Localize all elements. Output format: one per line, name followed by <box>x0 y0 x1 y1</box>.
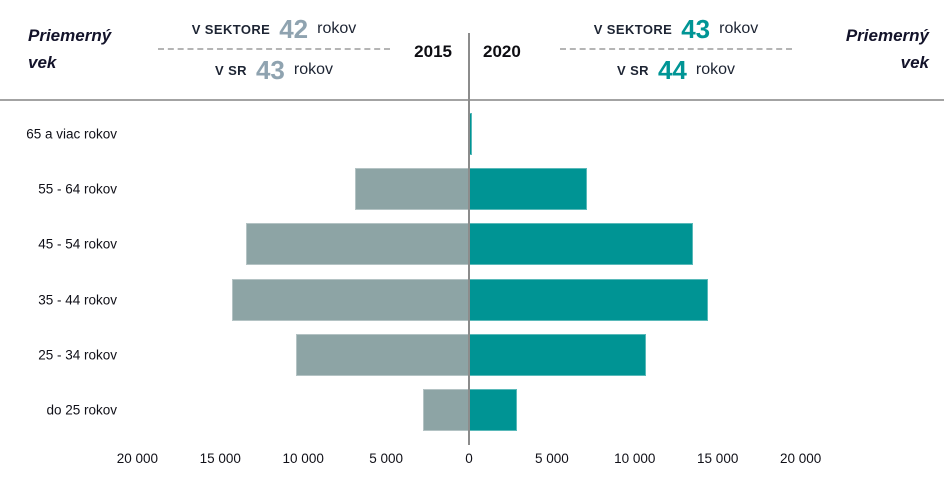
x-axis-tick-label: 5 000 <box>534 451 569 466</box>
bar-2020-0 <box>469 113 473 155</box>
average-age-title-right: Priemerný vek <box>846 22 929 76</box>
average-age-title-left: Priemerný vek <box>28 22 111 76</box>
x-axis-tick-label: 5 000 <box>369 451 403 466</box>
sector-unit-2020: rokov <box>719 20 759 37</box>
x-axis-tick-label: 0 <box>465 451 473 466</box>
header-divider-line <box>0 99 944 101</box>
stat-row-sector-2015: V SEKTORE 42 rokov <box>158 12 390 46</box>
bar-2020-3 <box>469 278 708 321</box>
sr-label-2020: V SR <box>617 62 649 78</box>
stats-2020: V SEKTORE 43 rokov V SR 44 rokov <box>560 12 792 87</box>
bar-2015-3 <box>231 278 469 321</box>
bar-2020-2 <box>469 223 693 266</box>
bar-2020-1 <box>469 168 587 211</box>
title-line: Priemerný <box>845 26 929 45</box>
x-axis-tick-label: 20 000 <box>779 451 822 466</box>
sector-label-2020: V SEKTORE <box>593 21 673 37</box>
bar-2015-1 <box>354 168 469 211</box>
stat-row-sr-2015: V SR 43 rokov <box>158 53 390 87</box>
year-label-2015: 2015 <box>414 42 452 61</box>
bar-2015-2 <box>245 223 469 266</box>
sector-unit-2015: rokov <box>317 20 357 37</box>
y-axis-category-label: 45 - 54 rokov <box>38 236 117 252</box>
x-axis-tick-label: 10 000 <box>282 451 324 466</box>
bar-2020-4 <box>469 333 647 376</box>
title-line: vek <box>900 53 929 73</box>
y-axis-category-label: 55 - 64 rokov <box>38 181 117 197</box>
sr-unit-2020: rokov <box>695 61 735 78</box>
sr-value-2020: 44 <box>657 55 687 85</box>
stat-row-sector-2020: V SEKTORE 43 rokov <box>560 12 792 46</box>
bar-2015-4 <box>295 333 469 376</box>
sector-value-2015: 42 <box>279 14 309 44</box>
sr-value-2015: 43 <box>255 55 285 85</box>
sr-label-2015: V SR <box>215 62 247 78</box>
x-axis-tick-label: 10 000 <box>614 451 656 466</box>
y-axis-category-label: 25 - 34 rokov <box>38 347 117 363</box>
y-axis-category-label: do 25 rokov <box>46 402 117 418</box>
bar-2015-5 <box>422 389 469 431</box>
stats-2015: V SEKTORE 42 rokov V SR 43 rokov <box>158 12 390 87</box>
bar-2020-5 <box>469 389 518 431</box>
sector-value-2020: 43 <box>681 14 711 44</box>
x-axis-tick-label: 15 000 <box>199 451 241 466</box>
dashed-divider-left <box>158 48 390 50</box>
year-label-2020: 2020 <box>483 42 521 61</box>
center-axis-line <box>468 33 470 445</box>
dashed-divider-right <box>560 48 792 50</box>
x-axis-tick-label: 15 000 <box>697 451 739 466</box>
x-axis-tick-label: 20 000 <box>116 451 159 466</box>
title-line: vek <box>28 53 57 73</box>
sr-unit-2015: rokov <box>293 61 333 78</box>
y-axis-category-label: 65 a viac rokov <box>26 126 117 142</box>
stat-row-sr-2020: V SR 44 rokov <box>560 53 792 87</box>
sector-label-2015: V SEKTORE <box>191 21 271 37</box>
title-line: Priemerný <box>28 26 112 45</box>
y-axis-category-label: 35 - 44 rokov <box>38 292 117 308</box>
